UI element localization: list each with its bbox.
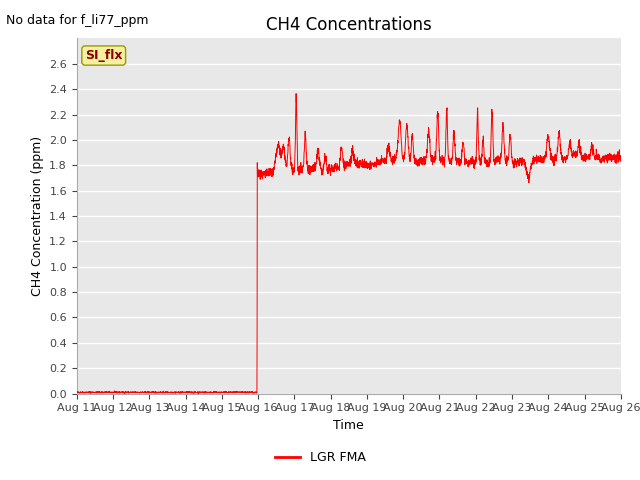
Title: CH4 Concentrations: CH4 Concentrations	[266, 16, 431, 34]
Legend: LGR FMA: LGR FMA	[269, 446, 371, 469]
Y-axis label: CH4 Concentration (ppm): CH4 Concentration (ppm)	[31, 136, 44, 296]
Text: No data for f_li77_ppm: No data for f_li77_ppm	[6, 14, 149, 27]
X-axis label: Time: Time	[333, 419, 364, 432]
Text: SI_flx: SI_flx	[85, 49, 122, 62]
